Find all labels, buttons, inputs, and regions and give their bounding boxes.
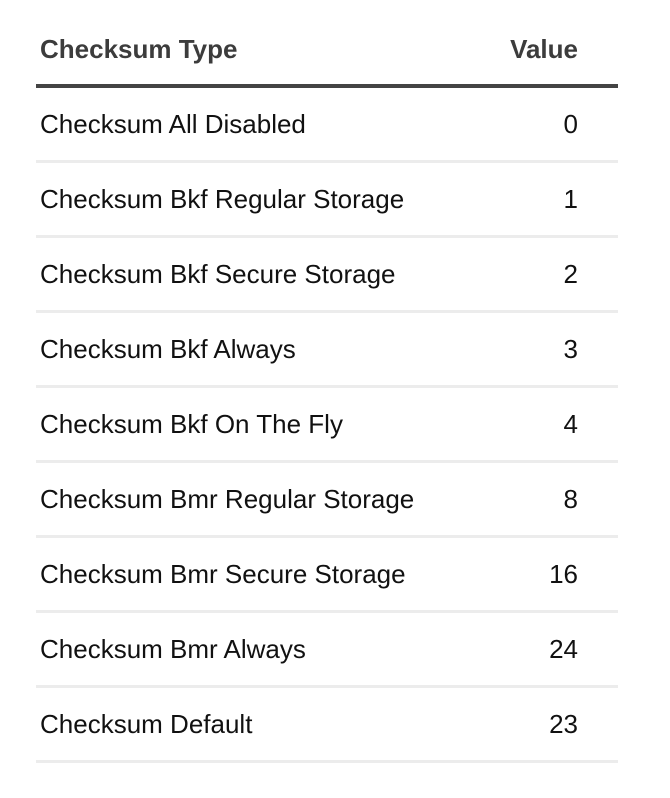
checksum-type-cell: Checksum Default: [36, 686, 486, 763]
value-cell: 24: [485, 611, 618, 688]
checksum-type-cell: Checksum Bmr Always: [36, 611, 486, 688]
checksum-type-cell: Checksum Bkf Secure Storage: [36, 236, 486, 313]
checksum-type-cell: Checksum Bkf Regular Storage: [36, 161, 486, 238]
value-cell: 23: [485, 686, 618, 763]
table-row: Checksum All Disabled 0: [36, 86, 618, 163]
header-checksum-type: Checksum Type: [36, 14, 486, 88]
table-row: Checksum Bmr Secure Storage 16: [36, 536, 618, 613]
value-cell: 1: [485, 161, 618, 238]
table-row: Checksum Bmr Regular Storage 8: [36, 461, 618, 538]
checksum-type-cell: Checksum Bmr Regular Storage: [36, 461, 486, 538]
value-cell: 8: [485, 461, 618, 538]
table-row: Checksum Bkf Regular Storage 1: [36, 161, 618, 238]
value-cell: 2: [485, 236, 618, 313]
checksum-type-cell: Checksum All Disabled: [36, 86, 486, 163]
value-cell: 16: [485, 536, 618, 613]
checksum-type-cell: Checksum Bmr Secure Storage: [36, 536, 486, 613]
value-cell: 4: [485, 386, 618, 463]
checksum-table: Checksum Type Value Checksum All Disable…: [36, 14, 618, 763]
checksum-type-cell: Checksum Bkf Always: [36, 311, 486, 388]
checksum-type-cell: Checksum Bkf On The Fly: [36, 386, 486, 463]
table-row: Checksum Default 23: [36, 686, 618, 763]
header-value: Value: [485, 14, 618, 88]
value-cell: 0: [485, 86, 618, 163]
header-row: Checksum Type Value: [36, 14, 618, 88]
table-row: Checksum Bkf Always 3: [36, 311, 618, 388]
value-cell: 3: [485, 311, 618, 388]
table-row: Checksum Bmr Always 24: [36, 611, 618, 688]
table-row: Checksum Bkf Secure Storage 2: [36, 236, 618, 313]
table-row: Checksum Bkf On The Fly 4: [36, 386, 618, 463]
